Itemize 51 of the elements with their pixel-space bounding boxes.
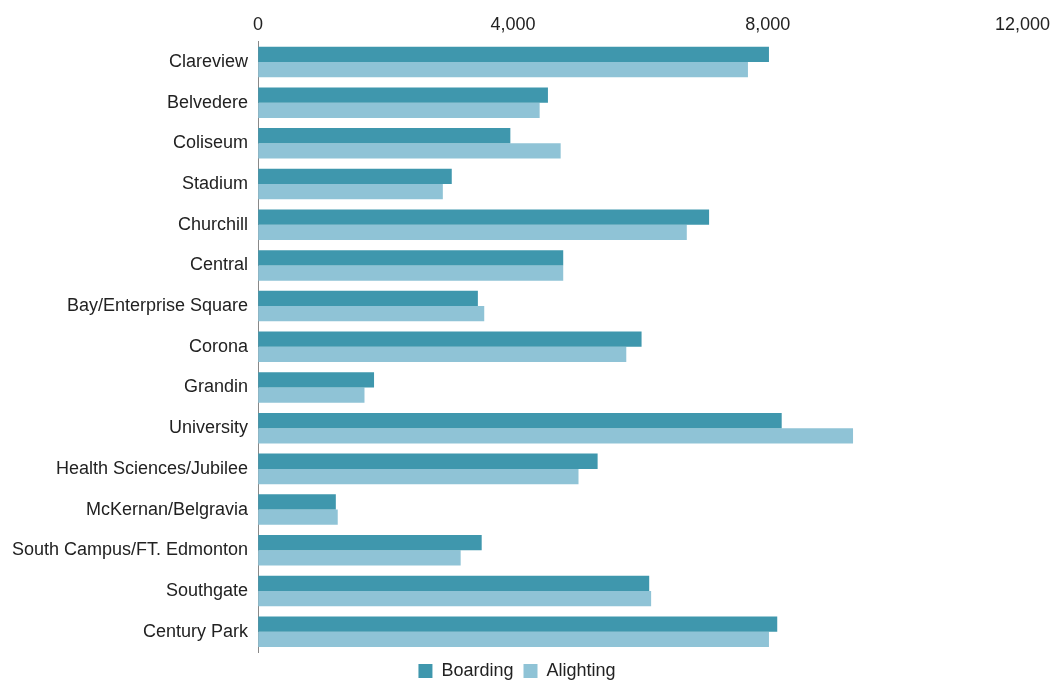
bar — [258, 184, 443, 200]
bar — [258, 631, 769, 647]
bar — [258, 494, 336, 510]
bar — [258, 331, 642, 347]
x-tick-label: 4,000 — [490, 13, 536, 34]
bar — [258, 509, 338, 525]
y-tick-label: Churchill — [178, 213, 249, 234]
bar — [258, 590, 652, 607]
y-tick-label: Central — [190, 254, 249, 275]
y-tick-label: University — [169, 417, 249, 438]
bar — [258, 224, 687, 240]
y-tick-label: South Campus/FT. Edmonton — [11, 539, 249, 560]
bar — [258, 128, 511, 144]
bar — [258, 616, 778, 632]
bar — [258, 46, 769, 62]
bar — [258, 306, 485, 322]
bar — [258, 387, 365, 403]
bar — [258, 428, 854, 444]
bar — [258, 575, 650, 591]
bar — [258, 143, 561, 159]
bar — [258, 61, 748, 78]
legend-label: Boarding — [441, 659, 514, 680]
legend-label: Alighting — [546, 659, 616, 680]
y-tick-label: Grandin — [184, 376, 249, 397]
y-tick-label: Belvedere — [167, 91, 249, 112]
bar — [258, 209, 710, 225]
y-tick-label: Health Sciences/Jubilee — [55, 457, 249, 478]
bar — [258, 550, 461, 566]
bar — [258, 87, 548, 103]
bar — [258, 346, 627, 363]
y-tick-label: Corona — [189, 335, 250, 356]
bar — [258, 453, 598, 469]
bar — [258, 290, 478, 307]
bar — [258, 265, 564, 281]
y-tick-label: McKernan/Belgravia — [86, 498, 250, 519]
y-tick-label: Southgate — [166, 579, 249, 600]
bar — [258, 372, 375, 388]
bar — [258, 168, 452, 185]
bar — [258, 102, 540, 118]
y-tick-label: Clareview — [169, 50, 250, 71]
y-tick-label: Stadium — [182, 173, 249, 193]
bar — [258, 468, 579, 485]
y-tick-label: Century Park — [143, 620, 250, 641]
x-tick-label: 12,000 — [994, 13, 1050, 34]
bar — [258, 535, 482, 551]
x-tick-label: 8,000 — [745, 13, 791, 34]
bar — [258, 412, 782, 429]
y-tick-label: Bay/Enterprise Square — [67, 295, 249, 316]
y-tick-label: Coliseum — [173, 132, 249, 153]
bar — [258, 250, 564, 266]
x-tick-label: 0 — [253, 13, 264, 34]
